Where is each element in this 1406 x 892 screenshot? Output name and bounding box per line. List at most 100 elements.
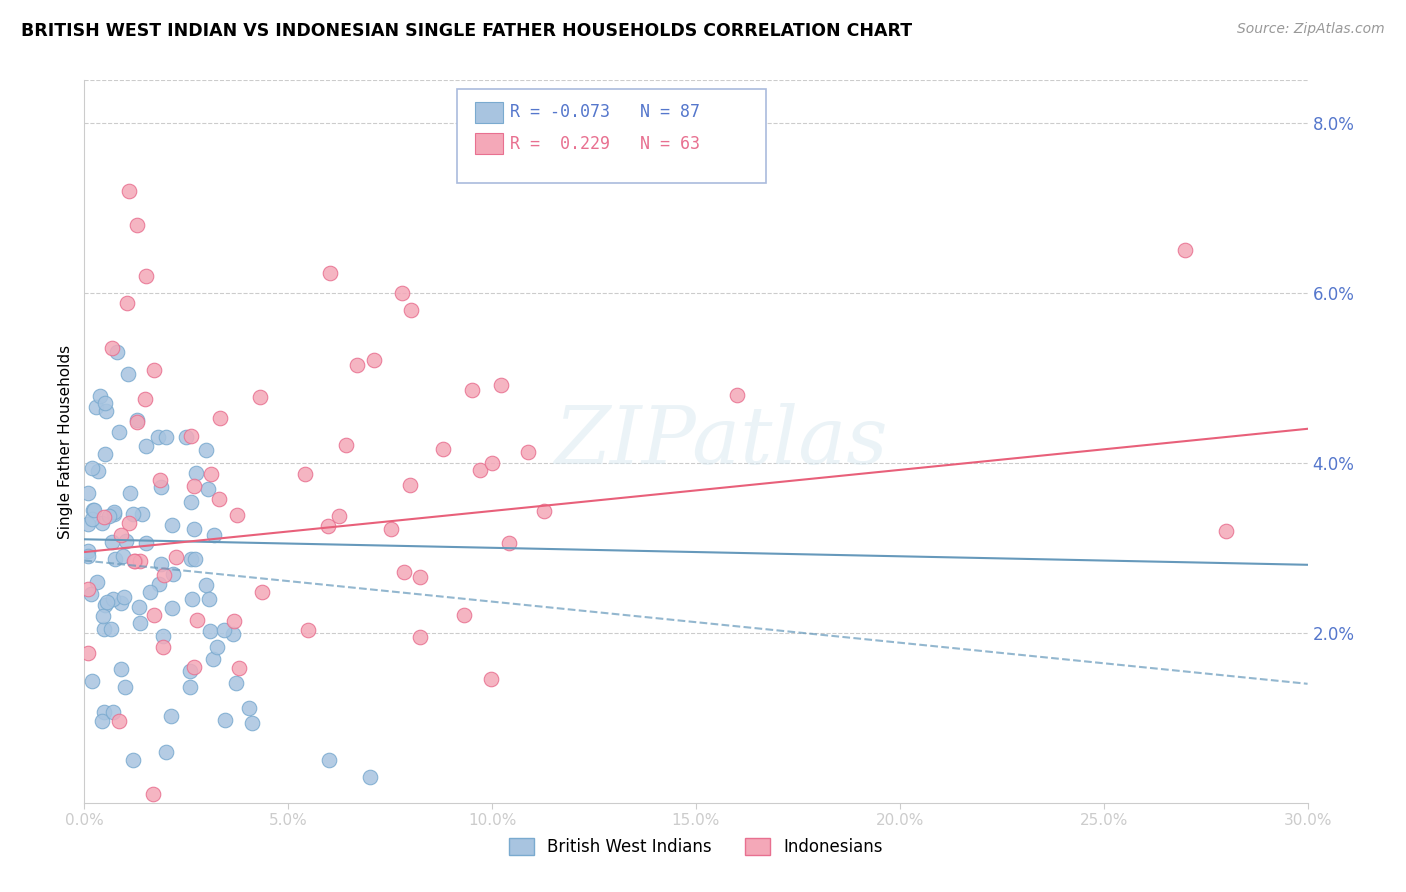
Point	[93, 509, 115, 524]
Point	[100, 622, 122, 636]
Point	[110, 662, 132, 676]
Point	[152, 629, 174, 643]
Point	[135, 439, 157, 453]
Point	[93, 396, 115, 410]
Point	[194, 442, 217, 457]
Point	[127, 413, 149, 427]
Point	[105, 345, 128, 359]
Point	[183, 551, 205, 566]
Point	[186, 614, 208, 628]
Y-axis label: Single Father Households: Single Father Households	[58, 344, 73, 539]
Point	[142, 787, 165, 801]
Point	[77, 516, 100, 531]
Point	[80, 512, 103, 526]
Point	[122, 753, 145, 767]
Point	[222, 614, 245, 628]
Legend: British West Indians, Indonesians: British West Indians, Indonesians	[502, 831, 890, 863]
Point	[86, 464, 108, 478]
Point	[91, 609, 114, 624]
Point	[1215, 524, 1237, 538]
Point	[124, 554, 146, 568]
Point	[84, 400, 107, 414]
Point	[489, 378, 512, 392]
Point	[93, 705, 115, 719]
Text: Source: ZipAtlas.com: Source: ZipAtlas.com	[1237, 22, 1385, 37]
Point	[138, 584, 160, 599]
Point	[127, 415, 149, 429]
Text: R = -0.073   N = 87: R = -0.073 N = 87	[510, 103, 700, 120]
Point	[205, 640, 228, 655]
Point	[143, 608, 166, 623]
Point	[153, 568, 176, 582]
Point	[104, 551, 127, 566]
Point	[409, 630, 432, 644]
Point	[226, 508, 249, 522]
Point	[77, 485, 100, 500]
Point	[479, 672, 502, 686]
Point	[238, 701, 260, 715]
Point	[103, 507, 125, 521]
Point	[180, 591, 202, 606]
Point	[122, 507, 145, 521]
Point	[83, 502, 105, 516]
Point	[93, 622, 115, 636]
Point	[118, 184, 141, 198]
Point	[208, 491, 231, 506]
Point	[120, 486, 142, 500]
Point	[148, 576, 170, 591]
Point	[1174, 244, 1197, 258]
Point	[461, 383, 484, 397]
Point	[128, 599, 150, 614]
Point	[135, 535, 157, 549]
Point	[77, 646, 100, 660]
Point	[127, 218, 149, 232]
Point	[208, 411, 231, 425]
Point	[160, 518, 183, 533]
Point	[110, 528, 132, 542]
Point	[214, 623, 236, 637]
Point	[114, 681, 136, 695]
Point	[194, 578, 217, 592]
Point	[101, 534, 124, 549]
Point	[82, 503, 104, 517]
Point	[240, 715, 263, 730]
Point	[82, 460, 104, 475]
Point	[149, 473, 172, 487]
Point	[165, 550, 187, 565]
Point	[498, 536, 520, 550]
Point	[186, 467, 208, 481]
Point	[89, 389, 111, 403]
Point	[214, 713, 236, 727]
Point	[409, 570, 432, 584]
Point	[80, 587, 103, 601]
Point	[155, 745, 177, 759]
Point	[152, 640, 174, 654]
Point	[93, 598, 115, 612]
Point	[107, 425, 129, 439]
Point	[111, 549, 134, 564]
Point	[160, 709, 183, 723]
Point	[432, 442, 454, 456]
Point	[160, 600, 183, 615]
Point	[94, 447, 117, 461]
Point	[96, 595, 118, 609]
Point	[225, 676, 247, 690]
Point	[399, 302, 422, 317]
Point	[533, 504, 555, 518]
Point	[183, 660, 205, 674]
Point	[198, 591, 221, 606]
Point	[198, 624, 221, 638]
Point	[222, 627, 245, 641]
Point	[180, 495, 202, 509]
Point	[252, 585, 274, 599]
Point	[294, 467, 316, 481]
Point	[112, 591, 135, 605]
Point	[118, 516, 141, 531]
Point	[101, 591, 124, 606]
Point	[180, 428, 202, 442]
Point	[392, 565, 415, 579]
Point	[319, 266, 342, 280]
Point	[80, 674, 103, 689]
Text: BRITISH WEST INDIAN VS INDONESIAN SINGLE FATHER HOUSEHOLDS CORRELATION CHART: BRITISH WEST INDIAN VS INDONESIAN SINGLE…	[21, 22, 912, 40]
Point	[316, 519, 339, 533]
